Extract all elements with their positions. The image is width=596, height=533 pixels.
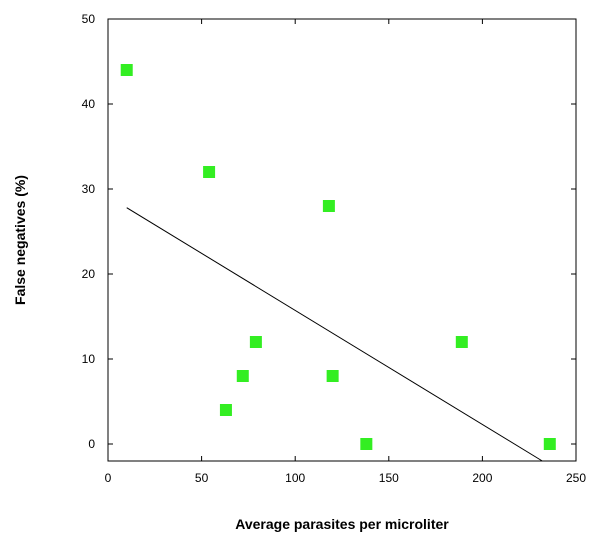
data-point xyxy=(360,438,373,450)
data-point xyxy=(249,336,262,348)
data-point xyxy=(455,336,468,348)
data-point xyxy=(236,370,249,382)
x-tick-label: 250 xyxy=(566,471,586,485)
data-point xyxy=(203,166,216,178)
data-point xyxy=(326,370,339,382)
y-axis-ticks: 0 10 20 30 40 50 xyxy=(82,12,576,451)
x-tick-label: 150 xyxy=(379,471,399,485)
x-tick-label: 50 xyxy=(195,471,209,485)
data-point xyxy=(219,404,232,416)
y-tick-label: 20 xyxy=(82,267,96,281)
y-tick-label: 10 xyxy=(82,352,96,366)
y-tick-label: 50 xyxy=(82,12,96,26)
data-point xyxy=(322,200,335,212)
x-tick-label: 0 xyxy=(105,471,112,485)
trend-line xyxy=(126,207,543,462)
x-axis-label: Average parasites per microliter xyxy=(235,516,449,532)
plot-frame xyxy=(107,18,577,462)
x-axis-ticks: 0 50 100 150 200 250 xyxy=(105,19,586,485)
y-tick-label: 0 xyxy=(88,437,95,451)
x-tick-label: 100 xyxy=(285,471,305,485)
y-tick-label: 40 xyxy=(82,97,96,111)
y-tick-label: 30 xyxy=(82,182,96,196)
data-point xyxy=(543,438,556,450)
data-point xyxy=(120,64,133,76)
data-points xyxy=(120,64,556,450)
x-tick-label: 200 xyxy=(472,471,492,485)
y-axis-label: False negatives (%) xyxy=(12,175,28,305)
